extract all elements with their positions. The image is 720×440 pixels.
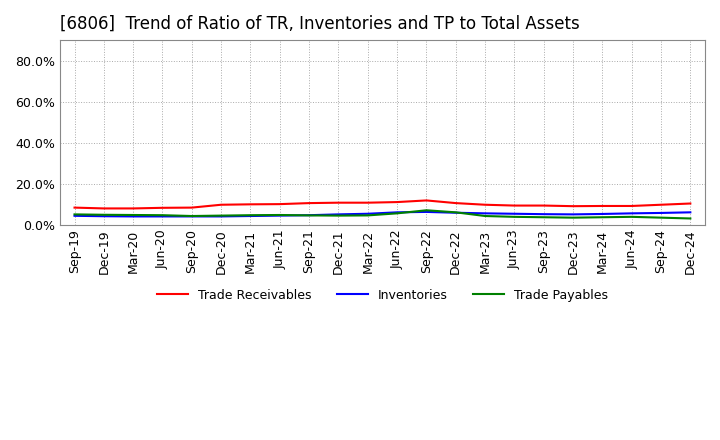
Inventories bbox=[393, 210, 402, 215]
Trade Payables bbox=[158, 213, 167, 218]
Trade Payables bbox=[364, 213, 372, 218]
Inventories bbox=[422, 209, 431, 215]
Trade Payables bbox=[217, 213, 225, 218]
Trade Payables bbox=[686, 216, 695, 221]
Trade Payables bbox=[99, 212, 108, 217]
Inventories bbox=[627, 211, 636, 216]
Inventories bbox=[187, 214, 196, 219]
Trade Payables bbox=[129, 213, 138, 218]
Trade Receivables bbox=[627, 203, 636, 209]
Inventories bbox=[569, 212, 577, 217]
Trade Receivables bbox=[422, 198, 431, 203]
Trade Receivables bbox=[99, 206, 108, 211]
Line: Inventories: Inventories bbox=[75, 212, 690, 216]
Trade Payables bbox=[276, 213, 284, 218]
Line: Trade Payables: Trade Payables bbox=[75, 210, 690, 219]
Trade Payables bbox=[627, 214, 636, 220]
Inventories bbox=[598, 211, 607, 216]
Trade Payables bbox=[451, 210, 460, 215]
Inventories bbox=[129, 214, 138, 219]
Trade Receivables bbox=[276, 202, 284, 207]
Trade Receivables bbox=[305, 201, 313, 206]
Inventories bbox=[276, 213, 284, 218]
Trade Receivables bbox=[129, 206, 138, 211]
Inventories bbox=[686, 210, 695, 215]
Trade Receivables bbox=[187, 205, 196, 210]
Inventories bbox=[158, 214, 167, 219]
Inventories bbox=[217, 214, 225, 219]
Trade Payables bbox=[393, 211, 402, 216]
Trade Payables bbox=[539, 215, 548, 220]
Text: [6806]  Trend of Ratio of TR, Inventories and TP to Total Assets: [6806] Trend of Ratio of TR, Inventories… bbox=[60, 15, 580, 33]
Inventories bbox=[364, 211, 372, 216]
Inventories bbox=[481, 211, 490, 216]
Trade Payables bbox=[422, 208, 431, 213]
Trade Payables bbox=[334, 213, 343, 218]
Line: Trade Receivables: Trade Receivables bbox=[75, 201, 690, 209]
Trade Payables bbox=[569, 215, 577, 220]
Trade Payables bbox=[481, 213, 490, 219]
Trade Receivables bbox=[71, 205, 79, 210]
Inventories bbox=[451, 210, 460, 215]
Trade Receivables bbox=[217, 202, 225, 207]
Trade Receivables bbox=[598, 203, 607, 209]
Trade Receivables bbox=[657, 202, 665, 207]
Trade Payables bbox=[246, 213, 255, 218]
Trade Receivables bbox=[364, 200, 372, 205]
Trade Payables bbox=[187, 213, 196, 219]
Trade Receivables bbox=[393, 199, 402, 205]
Legend: Trade Receivables, Inventories, Trade Payables: Trade Receivables, Inventories, Trade Pa… bbox=[152, 284, 613, 307]
Trade Receivables bbox=[246, 202, 255, 207]
Trade Payables bbox=[71, 212, 79, 217]
Inventories bbox=[334, 212, 343, 217]
Trade Receivables bbox=[510, 203, 518, 208]
Trade Receivables bbox=[481, 202, 490, 207]
Trade Receivables bbox=[451, 201, 460, 206]
Inventories bbox=[71, 213, 79, 218]
Trade Payables bbox=[598, 215, 607, 220]
Trade Payables bbox=[510, 214, 518, 220]
Inventories bbox=[510, 211, 518, 216]
Inventories bbox=[246, 213, 255, 219]
Trade Receivables bbox=[539, 203, 548, 208]
Inventories bbox=[99, 213, 108, 219]
Trade Receivables bbox=[686, 201, 695, 206]
Trade Payables bbox=[305, 213, 313, 218]
Inventories bbox=[539, 212, 548, 217]
Trade Payables bbox=[657, 215, 665, 220]
Trade Receivables bbox=[569, 204, 577, 209]
Inventories bbox=[657, 210, 665, 216]
Inventories bbox=[305, 213, 313, 218]
Trade Receivables bbox=[158, 205, 167, 210]
Trade Receivables bbox=[334, 200, 343, 205]
